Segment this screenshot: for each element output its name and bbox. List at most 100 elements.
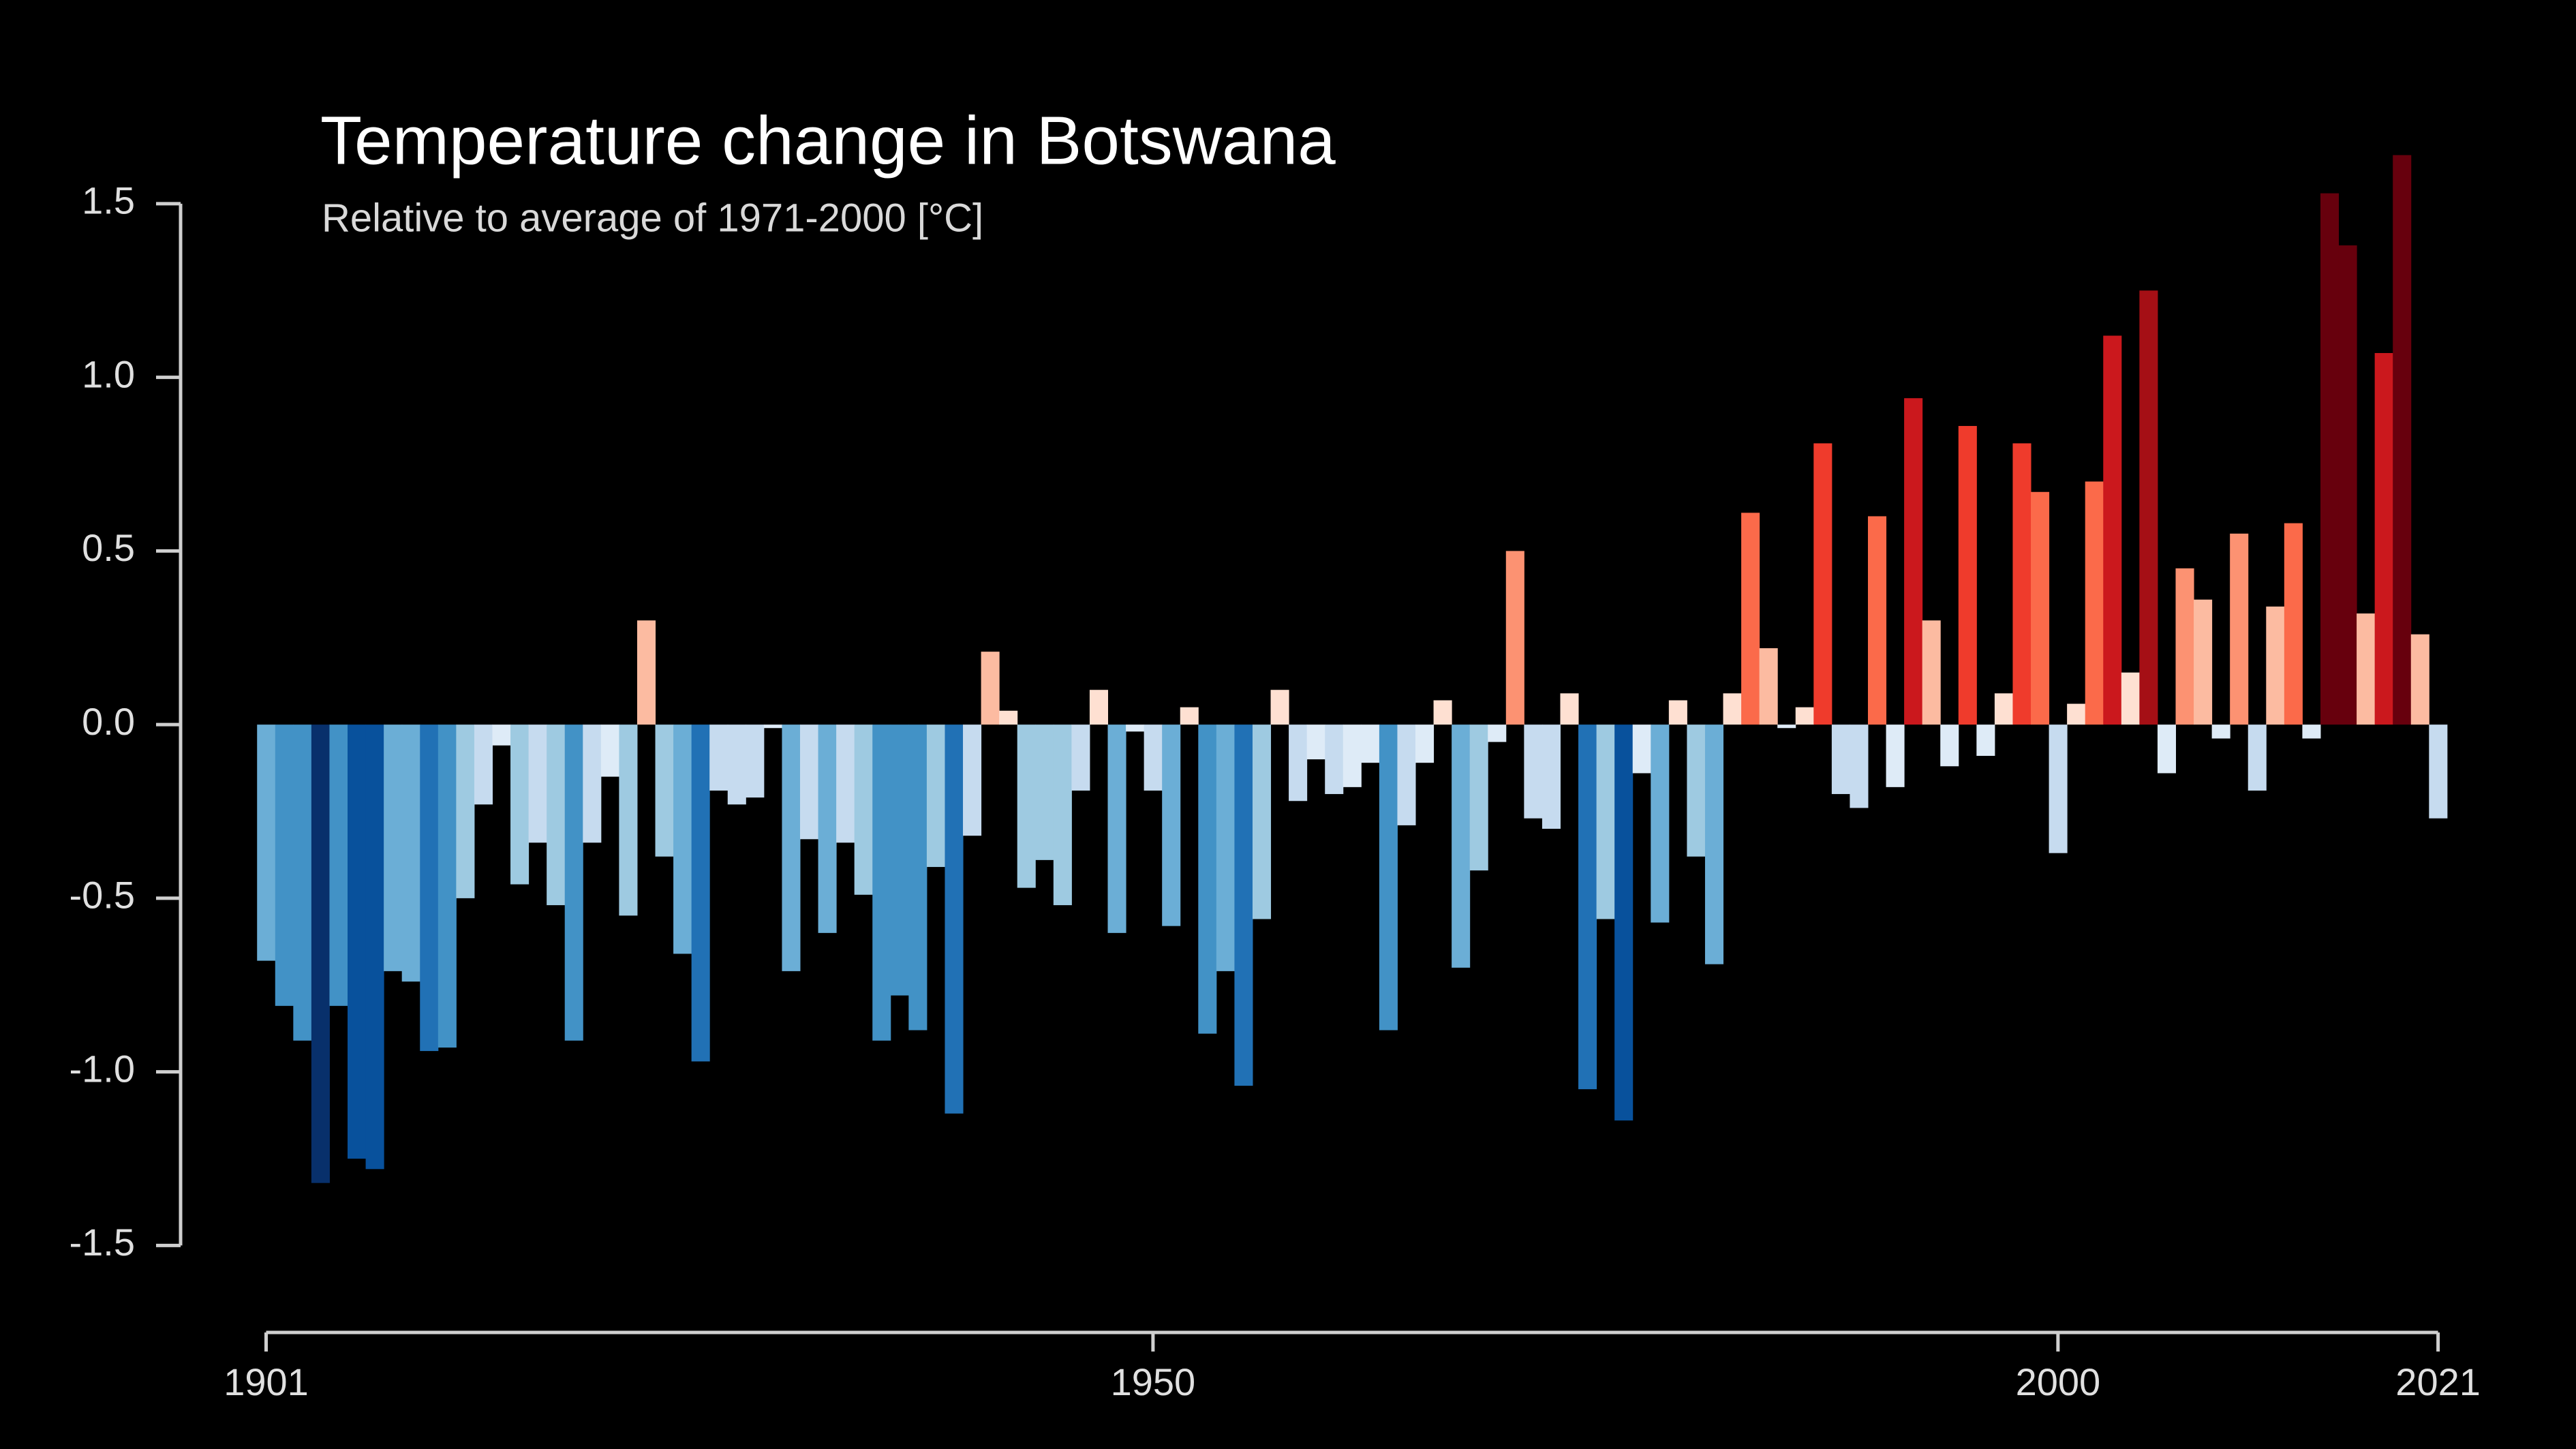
- bar: [1252, 724, 1272, 919]
- bar: [1071, 724, 1090, 791]
- bar: [2357, 613, 2376, 725]
- bar: [474, 724, 493, 805]
- bar: [1289, 724, 1308, 802]
- bar: [1126, 724, 1145, 732]
- bar: [1397, 724, 1416, 825]
- bar: [365, 724, 384, 1170]
- bar: [2049, 724, 2068, 853]
- bar: [1433, 700, 1452, 725]
- bar: [727, 724, 746, 805]
- bar: [329, 724, 348, 1006]
- x-tick-label: 1901: [224, 1360, 309, 1403]
- bar: [1234, 724, 1253, 1086]
- bar: [963, 724, 982, 836]
- bar: [384, 724, 403, 971]
- bar: [655, 724, 674, 857]
- bar: [1741, 513, 1760, 725]
- bar: [492, 724, 511, 746]
- bar: [2429, 724, 2448, 819]
- y-tick-label: -1.5: [70, 1221, 136, 1264]
- bar: [1306, 724, 1325, 760]
- bar: [2248, 724, 2267, 791]
- bar: [1452, 724, 1471, 968]
- bar: [1795, 707, 1814, 725]
- bar: [2338, 245, 2357, 725]
- bar: [2103, 335, 2122, 725]
- bar: [2230, 533, 2249, 725]
- bar: [1560, 693, 1579, 725]
- bar: [1379, 724, 1398, 1031]
- bar: [420, 724, 439, 1052]
- bar: [1017, 724, 1036, 888]
- bar: [1922, 620, 1941, 725]
- bar: [2374, 352, 2393, 725]
- bar: [691, 724, 710, 1062]
- bar: [1343, 724, 1362, 787]
- bar: [999, 710, 1018, 725]
- bar: [600, 724, 619, 777]
- bar: [1505, 551, 1524, 725]
- bar: [908, 724, 927, 1031]
- bar: [293, 724, 312, 1041]
- bar: [1668, 700, 1687, 725]
- bar: [1144, 724, 1163, 791]
- bar: [1886, 724, 1905, 787]
- x-tick-label: 2000: [2016, 1360, 2101, 1403]
- bar: [1469, 724, 1488, 871]
- bar: [1614, 724, 1634, 1120]
- bar: [1632, 724, 1651, 774]
- bar: [709, 724, 729, 791]
- bar: [2410, 634, 2429, 725]
- chart-title: Temperature change in Botswana: [320, 102, 1336, 179]
- bar: [1325, 724, 1344, 795]
- bar: [945, 724, 964, 1114]
- x-tick-label: 1950: [1111, 1360, 1196, 1403]
- bar: [1198, 724, 1217, 1034]
- bar: [528, 724, 547, 843]
- bar: [1904, 398, 1923, 725]
- bar: [1578, 724, 1597, 1090]
- bar: [2157, 724, 2176, 774]
- bar: [1488, 724, 1507, 742]
- bar: [1759, 648, 1778, 725]
- bar: [799, 724, 819, 840]
- bar: [564, 724, 583, 1041]
- bar: [1053, 724, 1072, 906]
- bar: [2121, 672, 2140, 725]
- bar: [547, 724, 566, 906]
- x-tick-label: 2021: [2395, 1360, 2481, 1403]
- bar: [1994, 693, 2013, 725]
- y-tick-label: 1.0: [82, 352, 135, 395]
- y-tick-label: 1.5: [82, 179, 135, 222]
- bar: [275, 724, 294, 1006]
- bar: [1361, 724, 1380, 763]
- bar: [1651, 724, 1670, 923]
- bar: [818, 724, 837, 933]
- bar: [1687, 724, 1706, 857]
- bar: [2393, 155, 2412, 725]
- bar: [1958, 425, 1977, 725]
- bar: [2175, 568, 2194, 725]
- bar: [2194, 599, 2213, 725]
- bar: [2067, 703, 2086, 725]
- bar: [836, 724, 855, 843]
- bar: [1270, 690, 1289, 725]
- bar: [311, 724, 330, 1183]
- bar: [1415, 724, 1435, 763]
- bar: [872, 724, 891, 1041]
- bar: [1777, 724, 1796, 729]
- bar: [637, 620, 656, 725]
- bar: [1976, 724, 1995, 757]
- bar: [1596, 724, 1615, 919]
- bar: [438, 724, 457, 1048]
- bar: [926, 724, 945, 868]
- bar: [763, 724, 782, 729]
- bar: [2139, 290, 2158, 725]
- bar: [782, 724, 801, 971]
- bar: [854, 724, 873, 895]
- bar: [1723, 693, 1742, 725]
- bar: [2031, 491, 2050, 725]
- bar: [619, 724, 638, 916]
- bar: [2320, 193, 2340, 725]
